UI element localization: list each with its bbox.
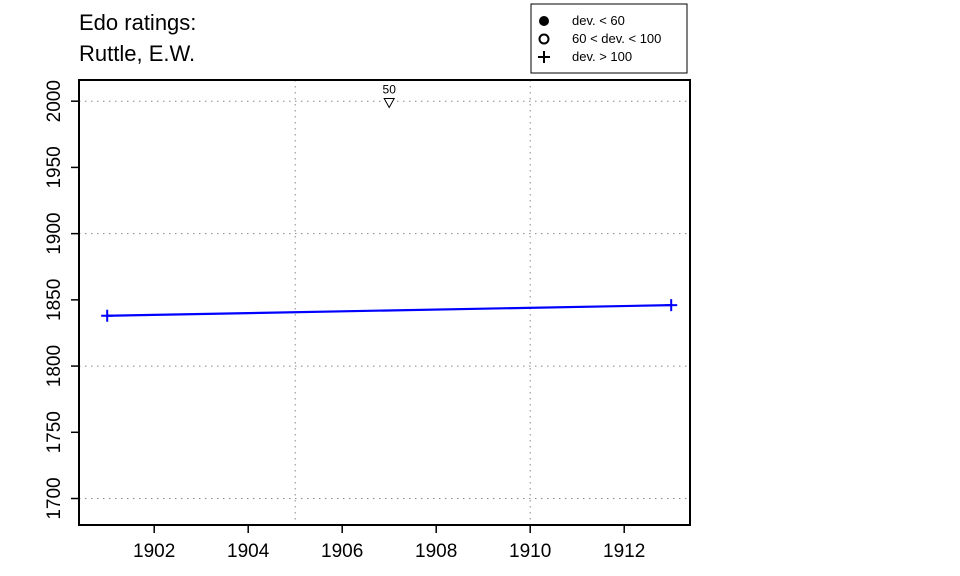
open-circle-icon (538, 33, 550, 45)
x-tick-label: 1904 (227, 541, 270, 562)
x-tick-label: 1902 (133, 541, 175, 562)
data-point-plus (665, 299, 678, 312)
axes: 1902 1904 1906 1908 1910 1912 1700 1750 1800 1850… (44, 80, 645, 562)
annotations: 50 (383, 83, 397, 109)
data-point-plus (101, 309, 114, 322)
chart-title-line-1: Edo ratings: (79, 10, 196, 35)
plus-icon (538, 51, 550, 63)
y-tick-label: 1700 (44, 477, 65, 519)
filled-circle-icon (539, 16, 549, 26)
x-tick-label: 1908 (415, 541, 457, 562)
legend-label-3: dev. > 100 (572, 49, 632, 64)
y-tick-label: 2000 (44, 80, 65, 122)
grid-lines (79, 80, 690, 525)
y-tick-label: 1850 (44, 279, 65, 321)
legend-label-2: 60 < dev. < 100 (572, 31, 661, 46)
annotation-label: 50 (383, 83, 397, 97)
x-tick-label: 1906 (321, 541, 363, 562)
legend: dev. < 60 60 < dev. < 100 dev. > 100 (530, 3, 688, 74)
y-tick-label: 1800 (44, 345, 65, 387)
legend-label-1: dev. < 60 (572, 13, 625, 28)
chart-title-line-2: Ruttle, E.W. (79, 41, 195, 66)
rating-line (107, 304, 672, 317)
legend-box (530, 3, 688, 74)
x-tick-label: 1912 (603, 541, 645, 562)
x-tick-label: 1910 (509, 541, 551, 562)
y-tick-label: 1900 (44, 212, 65, 254)
y-tick-label: 1750 (44, 411, 65, 453)
plot-frame (78, 79, 691, 526)
series (101, 299, 678, 322)
triangle-down-icon (383, 98, 396, 109)
y-tick-label: 1950 (44, 146, 65, 188)
